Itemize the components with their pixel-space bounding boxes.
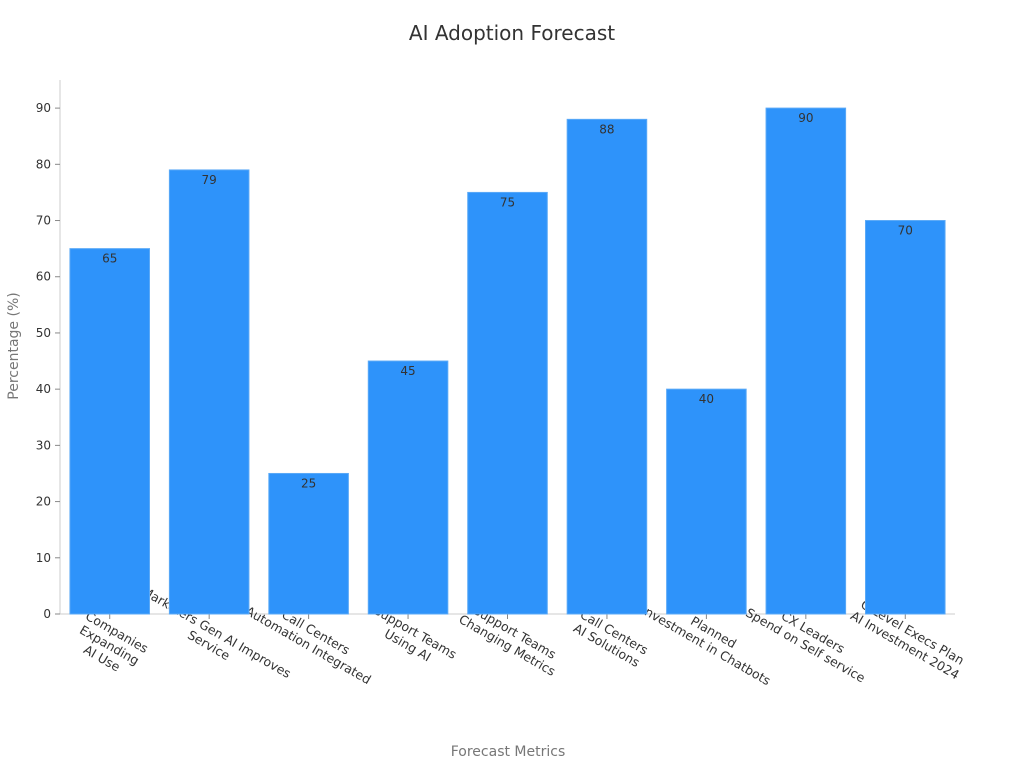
bar [367, 360, 449, 615]
svg-text:Call CentersAI Solutions: Call CentersAI Solutions [570, 607, 651, 671]
y-tick-label: 30 [36, 438, 51, 452]
bars: 65 79 25 45 75 88 40 90 70 [69, 107, 946, 615]
bar-value-label: 40 [699, 392, 714, 406]
bar-value-label: 75 [500, 195, 515, 209]
bar-value-label: 88 [599, 122, 614, 136]
svg-text:CompaniesExpandingAI Use: CompaniesExpandingAI Use [68, 608, 151, 682]
bar [865, 220, 946, 615]
y-tick-label: 50 [36, 326, 51, 340]
bar-value-label: 70 [898, 224, 913, 238]
y-tick-label: 60 [36, 270, 51, 284]
bar [467, 191, 548, 615]
y-tick-label: 10 [36, 551, 51, 565]
y-axis: 0 10 20 30 40 50 60 70 80 90 [36, 80, 61, 621]
y-tick-label: 20 [36, 495, 51, 509]
bar [69, 248, 150, 615]
y-tick-label: 80 [36, 157, 51, 171]
bar [566, 118, 648, 615]
bar-value-label: 90 [798, 111, 813, 125]
bar-value-label: 45 [400, 364, 415, 378]
bar [268, 472, 349, 615]
bar-value-label: 79 [202, 173, 217, 187]
y-tick-label: 40 [36, 382, 51, 396]
y-axis-title: Percentage (%) [6, 292, 22, 399]
bar [765, 107, 847, 615]
bar [168, 169, 250, 615]
x-axis-title: Forecast Metrics [451, 744, 566, 760]
bar-value-label: 65 [102, 252, 117, 266]
bar [666, 388, 747, 615]
x-tick-label: CompaniesExpandingAI Use [68, 608, 151, 682]
chart-title: AI Adoption Forecast [409, 21, 615, 45]
x-tick-label: Call CentersAI Solutions [570, 607, 651, 671]
y-tick-label: 90 [36, 101, 51, 115]
y-tick-label: 0 [43, 607, 51, 621]
y-tick-label: 70 [36, 214, 51, 228]
bar-value-label: 25 [301, 476, 316, 490]
